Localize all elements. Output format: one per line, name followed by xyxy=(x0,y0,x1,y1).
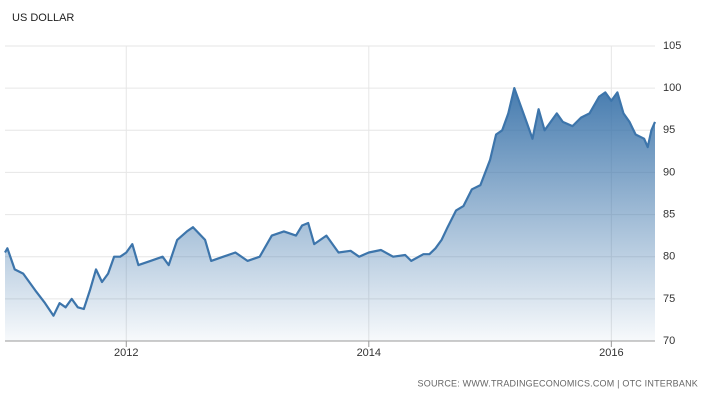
line xyxy=(4,87,657,317)
x-tick-label: 2014 xyxy=(357,347,381,359)
y-tick-label: 80 xyxy=(663,251,675,263)
y-tick-label: 105 xyxy=(663,40,681,52)
x-tick-label: 2016 xyxy=(599,347,623,359)
y-tick-label: 85 xyxy=(663,208,675,220)
y-tick-label: 90 xyxy=(663,166,675,178)
y-tick-label: 70 xyxy=(663,335,675,347)
y-tick-label: 100 xyxy=(663,82,681,94)
y-tick-label: 75 xyxy=(663,293,675,305)
y-tick-label: 95 xyxy=(663,124,675,136)
x-tick-label: 2012 xyxy=(114,347,138,359)
chart-title: US DOLLAR xyxy=(12,12,74,24)
source-note: SOURCE: WWW.TRADINGECONOMICS.COM | OTC I… xyxy=(418,378,698,388)
